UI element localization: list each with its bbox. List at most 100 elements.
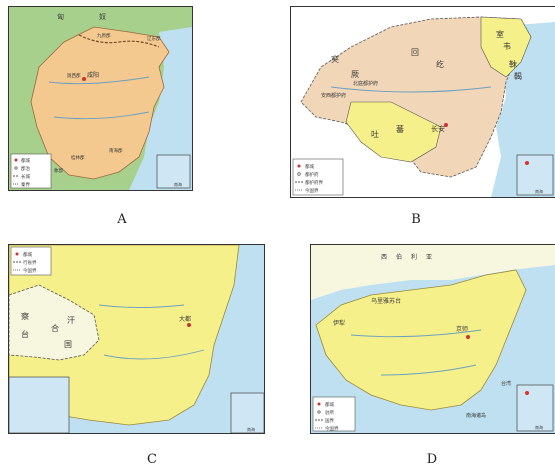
legend-item: 都护府 (305, 171, 319, 178)
inset-label: 南海 (174, 181, 182, 187)
northern-land (311, 245, 555, 300)
legend-capital-icon (14, 158, 18, 162)
map-label: 韦 (503, 42, 511, 51)
legend-item: 都城 (325, 401, 334, 408)
capital-label: 长安 (431, 124, 445, 133)
map-panel-b: 室 韦 靺 鞨 突 厥 回 纥 北庭都护府 安西都护府 长安 吐 蕃 都城 都护… (290, 6, 555, 198)
qin-territory (30, 26, 170, 180)
legend-item: 今国界 (325, 425, 339, 432)
south-sea-inset (516, 154, 554, 196)
map-label: 回 (411, 48, 419, 57)
legend-item: 长城 (21, 173, 30, 180)
river-line (53, 111, 150, 120)
map-label: 国 (64, 340, 72, 349)
map-label: 西 (381, 254, 387, 261)
legend-commandery-icon (14, 166, 18, 170)
map-label: 厥 (351, 70, 359, 79)
legend-item: 郡治 (21, 165, 30, 172)
legend-item: 都城 (305, 163, 314, 170)
capital-marker (187, 323, 191, 327)
great-wall-line (78, 34, 160, 48)
legend-item: 秦界 (21, 181, 30, 188)
legend-capital-icon (297, 164, 301, 168)
map-label: 利 (411, 253, 417, 261)
legend-item: 都护府界 (305, 179, 323, 186)
legend-capital-icon (317, 402, 321, 406)
inset-marker (525, 161, 529, 165)
northern-inset (9, 376, 70, 433)
map-label: 汗 (67, 316, 75, 325)
tubo-area (345, 101, 442, 163)
map-label: 陇西郡 (67, 72, 81, 79)
map-label: 南海诸岛 (466, 412, 486, 419)
caption-d: D (426, 452, 438, 467)
map-label: 九原郡 (97, 32, 111, 39)
map-label: 纥 (436, 59, 444, 69)
capital-label: 咸阳 (87, 71, 99, 79)
map-label: 伊犁 (333, 319, 345, 327)
capital-label: 大都 (179, 315, 191, 323)
legend-item: 今国界 (305, 187, 319, 194)
map-label: 安西都护府 (321, 92, 346, 99)
sea-area (129, 27, 192, 190)
capital-marker (82, 77, 86, 81)
map-label: 合 (51, 323, 59, 333)
map-label: 台湾 (501, 380, 511, 387)
legend-item: 都城 (21, 157, 30, 164)
capital-marker (466, 335, 470, 339)
caption-a: A (117, 212, 127, 227)
legend-item: 驻所 (325, 409, 334, 416)
south-sea-inset (516, 384, 554, 432)
map-label: 吐 (371, 130, 379, 139)
map-panel-d: 西 伯 利 亚 乌里雅苏台 伊犁 京师 台湾 南海诸岛 都城 驻所 国界 今国界… (310, 244, 555, 434)
river-line (380, 364, 477, 376)
map-label: 南海郡 (109, 147, 123, 154)
legend-item: 行省界 (23, 259, 37, 266)
map-label: 亚 (426, 254, 432, 261)
qing-territory (315, 269, 527, 411)
legend (10, 153, 52, 189)
map-panel-c: 大都 察 合 台 汗 国 岭北行省 都城 行省界 今国界 南海 (8, 244, 265, 434)
legend (292, 158, 344, 196)
map-label: 象郡 (54, 167, 63, 174)
legend-item: 国界 (325, 418, 334, 424)
river-line (48, 76, 150, 85)
river-line (330, 86, 492, 93)
legend-item: 今国界 (23, 267, 37, 274)
inset-label: 南海 (535, 188, 543, 194)
inset-label: 南海 (535, 424, 543, 430)
south-sea-inset (230, 392, 264, 433)
map-label: 察 (21, 311, 29, 321)
map-label: 伯 (396, 253, 402, 261)
legend-capital-icon (15, 252, 19, 256)
legend (312, 396, 356, 432)
south-sea-inset (156, 154, 191, 189)
map-label: 奴 (99, 12, 106, 21)
capital-label: 京师 (456, 325, 468, 333)
map-label: 乌里雅苏台 (371, 297, 401, 305)
legend-garrison-icon (317, 410, 321, 414)
capital-marker (444, 123, 448, 127)
chagatai-khanate (9, 284, 100, 361)
legend-item: 都城 (23, 251, 32, 258)
map-panel-a: 匈 奴 咸阳 九原郡 辽东郡 陇西郡 桂林郡 象郡 南海郡 都城 郡治 长城 秦… (8, 6, 193, 191)
shiwei-area (480, 16, 532, 78)
map-label: 匈 (57, 12, 64, 21)
caption-c: C (147, 452, 157, 467)
river-line (350, 329, 482, 338)
legend-protectorate-icon (297, 172, 301, 176)
map-label: 辽东郡 (147, 35, 161, 42)
map-label: 台 (21, 329, 29, 339)
inset-marker (525, 391, 529, 395)
inset-label: 南海 (247, 426, 255, 432)
map-label: 突 (331, 54, 339, 64)
map-label: 室 (496, 29, 504, 39)
map-label: 鞨 (514, 71, 522, 81)
river-line (98, 304, 185, 308)
map-label: 桂林郡 (71, 154, 85, 161)
map-label: 北庭都护府 (353, 80, 378, 87)
map-label: 蕃 (396, 124, 404, 134)
map-label: 靺 (509, 59, 517, 69)
river-line (103, 349, 205, 360)
caption-b: B (411, 212, 421, 227)
